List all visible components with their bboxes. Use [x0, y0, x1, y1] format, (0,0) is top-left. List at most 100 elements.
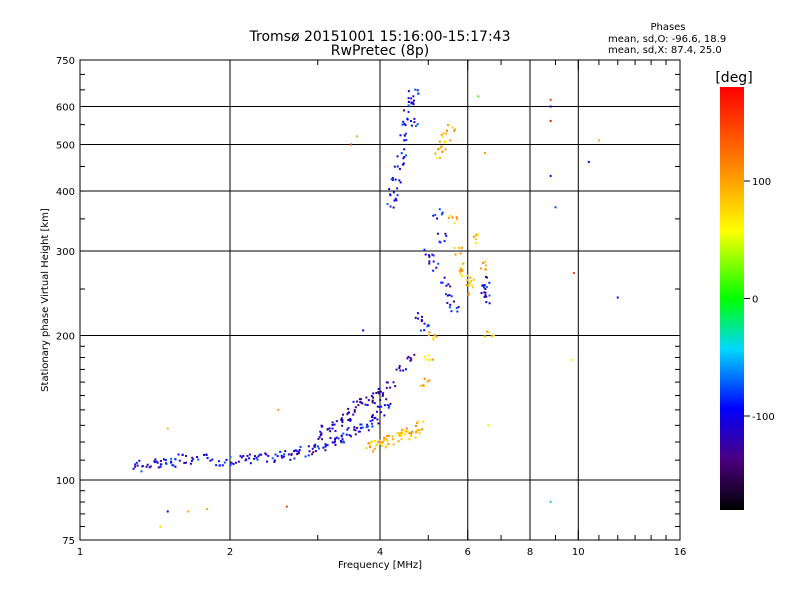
data-point	[391, 177, 394, 180]
data-point	[372, 450, 375, 453]
data-point	[469, 276, 472, 279]
data-point	[454, 222, 457, 225]
data-point	[472, 286, 475, 289]
data-point	[445, 132, 448, 135]
data-point	[384, 446, 387, 449]
scatter-point	[477, 95, 480, 98]
data-point	[398, 432, 401, 435]
data-point	[352, 413, 355, 416]
data-point	[197, 458, 200, 461]
data-point	[414, 88, 417, 91]
data-point	[365, 426, 368, 429]
data-point	[409, 356, 412, 359]
data-point	[394, 385, 397, 388]
data-point	[211, 458, 214, 461]
data-point	[400, 152, 403, 155]
data-point	[383, 436, 386, 439]
data-point	[405, 430, 408, 433]
data-point	[451, 216, 454, 219]
data-point	[419, 329, 422, 332]
data-point	[459, 267, 462, 270]
data-point	[354, 429, 357, 432]
data-point	[479, 267, 482, 270]
data-point	[370, 440, 373, 443]
data-point	[234, 461, 237, 464]
data-point	[267, 454, 270, 457]
data-point	[476, 233, 479, 236]
data-point	[218, 460, 221, 463]
colorbar-tick-label: 0	[752, 295, 758, 306]
data-point	[415, 422, 418, 425]
data-point	[401, 428, 404, 431]
data-point	[431, 358, 434, 361]
data-point	[335, 420, 338, 423]
data-point	[334, 443, 337, 446]
data-point	[407, 90, 410, 93]
data-point	[339, 439, 342, 442]
scatter-point	[166, 510, 169, 513]
data-point	[349, 419, 352, 422]
data-point	[445, 129, 448, 132]
chart-title: Tromsø 20151001 15:16:00-15:17:43	[249, 29, 511, 45]
data-point	[432, 254, 435, 257]
data-point	[229, 463, 232, 466]
colorbar-label: [deg]	[715, 70, 752, 86]
data-point	[379, 442, 382, 445]
data-point	[162, 458, 165, 461]
data-point	[456, 310, 459, 313]
data-point	[472, 235, 475, 238]
data-point	[407, 430, 410, 433]
data-point	[370, 394, 373, 397]
y-tick-label: 200	[56, 332, 75, 343]
data-point	[436, 232, 439, 235]
scatter-point	[285, 505, 288, 508]
data-point	[434, 213, 437, 216]
data-point	[385, 381, 388, 384]
data-point	[357, 404, 360, 407]
data-point	[402, 163, 405, 166]
data-point	[440, 133, 443, 136]
data-point	[438, 240, 441, 243]
data-point	[340, 441, 343, 444]
data-point	[232, 462, 235, 465]
data-point	[157, 466, 160, 469]
data-point	[335, 436, 338, 439]
data-point	[428, 254, 431, 257]
grid-lines	[80, 60, 680, 540]
data-point	[307, 454, 310, 457]
data-point	[408, 438, 411, 441]
data-point	[428, 255, 431, 258]
data-point	[191, 456, 194, 459]
data-point	[359, 398, 362, 401]
data-point	[391, 438, 394, 441]
data-point	[159, 459, 162, 462]
data-point	[196, 456, 199, 459]
data-point	[403, 155, 406, 158]
data-point	[365, 396, 368, 399]
data-point	[264, 452, 267, 455]
data-point	[424, 253, 427, 256]
data-point	[413, 121, 416, 124]
data-point	[358, 430, 361, 433]
data-point	[428, 260, 431, 263]
data-point	[486, 330, 489, 333]
data-point	[442, 132, 445, 135]
data-point	[461, 269, 464, 272]
data-point	[135, 461, 138, 464]
data-point	[428, 331, 431, 334]
data-point	[407, 97, 410, 100]
data-point	[410, 358, 413, 361]
data-point	[474, 242, 477, 245]
data-point	[174, 465, 177, 468]
data-point	[229, 455, 232, 458]
data-point	[423, 248, 426, 251]
data-point	[225, 458, 228, 461]
data-point	[284, 450, 287, 453]
data-point	[420, 318, 423, 321]
data-point	[260, 453, 263, 456]
data-point	[174, 458, 177, 461]
data-point	[468, 292, 471, 295]
data-point	[296, 452, 299, 455]
data-point	[488, 302, 491, 305]
data-point	[427, 354, 430, 357]
